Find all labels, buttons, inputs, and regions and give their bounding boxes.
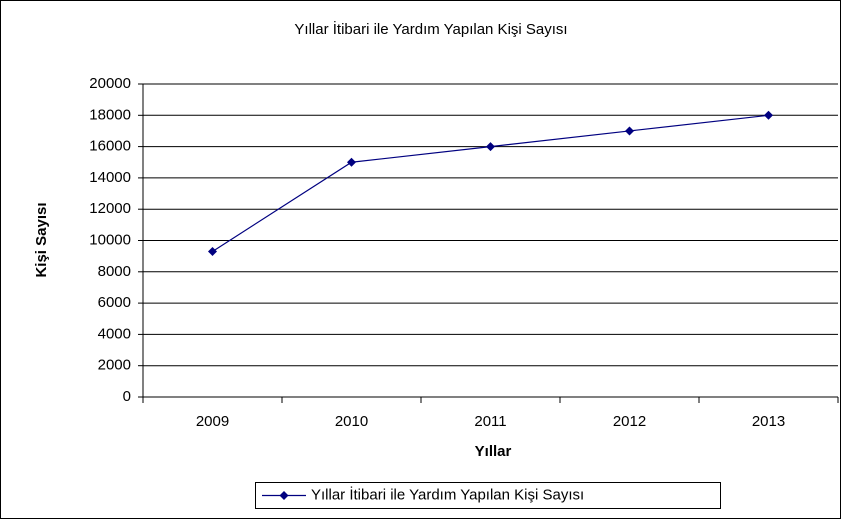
x-tick-label: 2012 — [613, 413, 646, 430]
chart-title: Yıllar İtibari ile Yardım Yapılan Kişi S… — [294, 20, 567, 38]
x-tick-label: 2011 — [474, 413, 506, 430]
y-tick-label: 4000 — [98, 325, 131, 342]
y-tick-label: 2000 — [98, 357, 131, 374]
marker — [764, 110, 773, 120]
legend-label: Yıllar İtibari ile Yardım Yapılan Kişi S… — [311, 485, 584, 503]
legend-marker — [279, 491, 289, 500]
x-axis-label: Yıllar — [475, 443, 512, 460]
y-tick-label: 18000 — [89, 106, 131, 123]
x-tick-label: 2013 — [752, 413, 785, 430]
marker — [625, 126, 634, 136]
y-tick-label: 12000 — [89, 200, 131, 217]
y-tick-label: 8000 — [98, 263, 131, 280]
marker — [347, 157, 356, 167]
marker — [486, 142, 495, 152]
x-tick-label: 2009 — [196, 413, 229, 430]
y-tick-label: 16000 — [89, 138, 131, 155]
x-tick-label: 2010 — [335, 413, 368, 430]
y-tick-label: 10000 — [89, 231, 131, 248]
y-tick-label: 20000 — [89, 75, 131, 92]
marker — [208, 246, 217, 256]
legend-box — [255, 482, 721, 509]
y-tick-label: 6000 — [98, 294, 131, 311]
y-axis-label: Kişi Sayısı — [33, 202, 50, 277]
y-tick-label: 0 — [123, 388, 131, 405]
y-tick-label: 14000 — [89, 169, 131, 186]
